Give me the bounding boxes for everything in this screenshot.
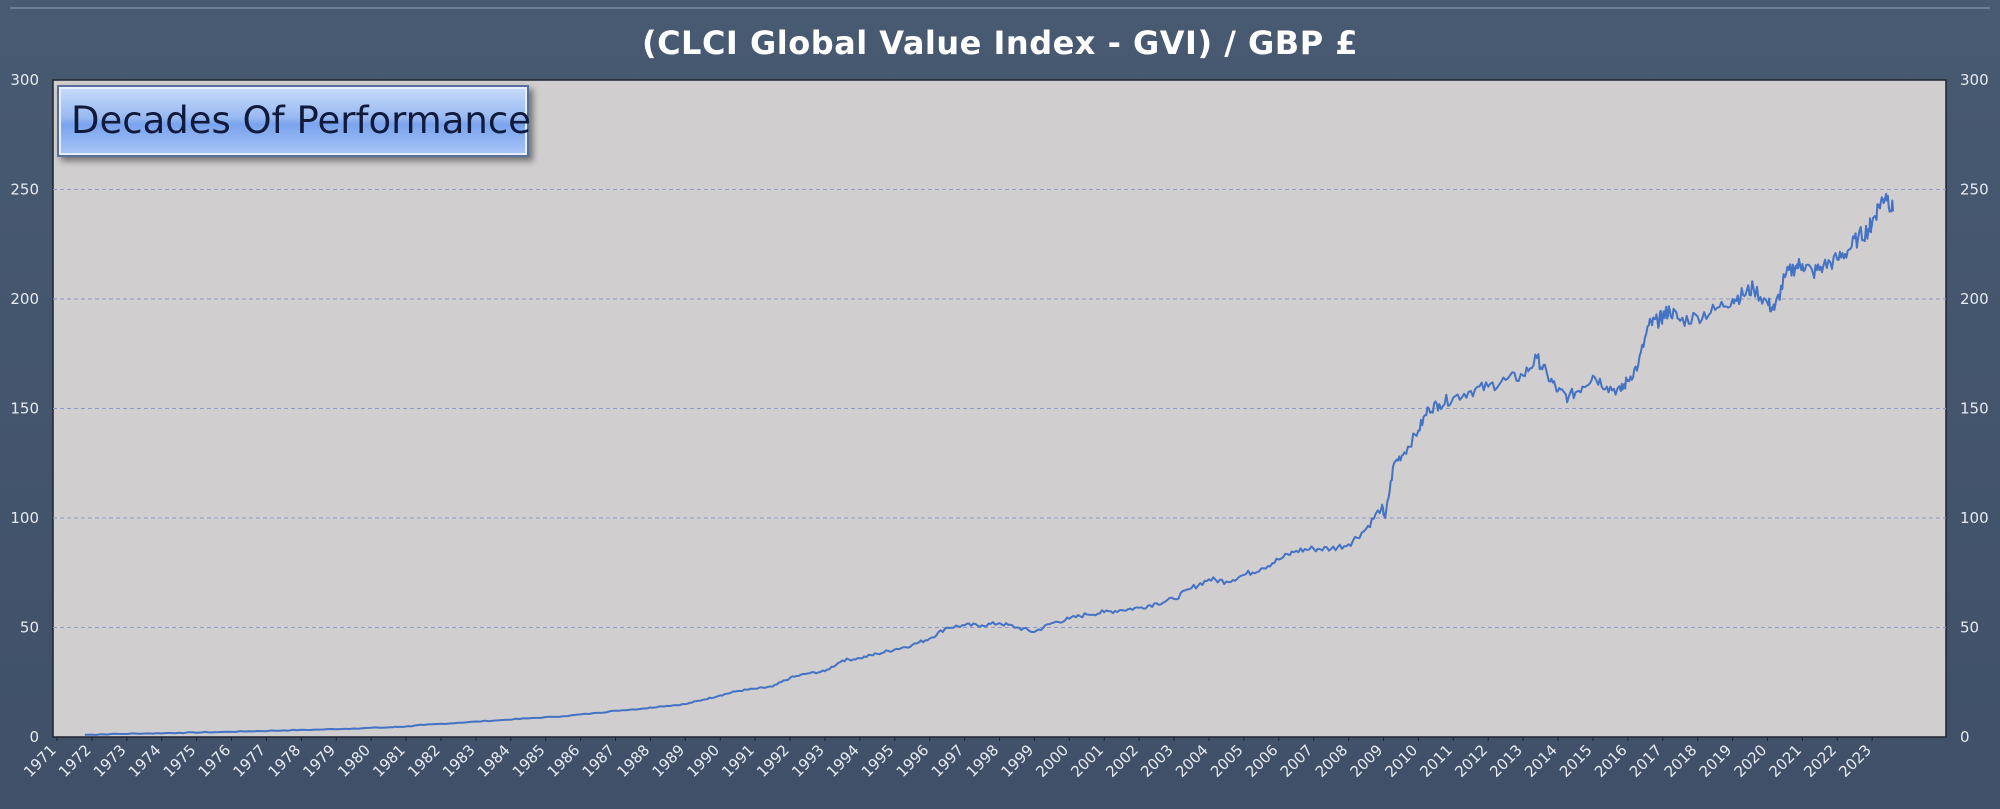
x-tick-2019: 2019 bbox=[1696, 741, 1736, 781]
x-tick-1999: 1999 bbox=[998, 741, 1038, 781]
annotation-banner: Decades Of Performance bbox=[57, 85, 531, 157]
gridlines bbox=[53, 189, 1946, 628]
x-tick-2023: 2023 bbox=[1835, 741, 1875, 781]
y-tick-right-250: 250 bbox=[1960, 181, 1989, 199]
y-tick-left-250: 250 bbox=[10, 181, 39, 199]
y-tick-left-300: 300 bbox=[10, 71, 39, 89]
annotation-text: Decades Of Performance bbox=[71, 99, 531, 142]
x-tick-1984: 1984 bbox=[474, 741, 514, 781]
x-tick-1972: 1972 bbox=[55, 741, 95, 781]
y-tick-right-150: 150 bbox=[1960, 400, 1989, 418]
x-tick-1973: 1973 bbox=[90, 741, 130, 781]
y-axis-right: 0 50 100 150 200 250 300 bbox=[1960, 71, 1989, 746]
x-tick-1982: 1982 bbox=[404, 741, 444, 781]
x-tick-2000: 2000 bbox=[1032, 741, 1072, 781]
x-tick-2003: 2003 bbox=[1137, 741, 1177, 781]
x-tick-2021: 2021 bbox=[1765, 741, 1805, 781]
x-tick-2016: 2016 bbox=[1591, 741, 1631, 781]
y-tick-right-100: 100 bbox=[1960, 509, 1989, 527]
x-tick-1989: 1989 bbox=[648, 741, 688, 781]
x-tick-2009: 2009 bbox=[1347, 741, 1387, 781]
x-tick-1988: 1988 bbox=[614, 741, 654, 781]
x-tick-2010: 2010 bbox=[1381, 741, 1421, 781]
x-tick-1995: 1995 bbox=[858, 741, 898, 781]
x-tick-2013: 2013 bbox=[1486, 741, 1526, 781]
y-tick-left-200: 200 bbox=[10, 290, 39, 308]
x-tick-2022: 2022 bbox=[1800, 741, 1840, 781]
x-tick-2011: 2011 bbox=[1416, 741, 1456, 781]
x-axis: 1971197219731974197519761977197819791980… bbox=[20, 737, 1875, 781]
y-tick-right-300: 300 bbox=[1960, 71, 1989, 89]
x-tick-2006: 2006 bbox=[1242, 741, 1282, 781]
x-tick-2017: 2017 bbox=[1626, 741, 1666, 781]
x-tick-2007: 2007 bbox=[1277, 741, 1317, 781]
x-tick-1974: 1974 bbox=[125, 741, 165, 781]
y-tick-right-0: 0 bbox=[1960, 728, 1970, 746]
x-tick-1994: 1994 bbox=[823, 741, 863, 781]
y-tick-left-150: 150 bbox=[10, 400, 39, 418]
y-tick-left-100: 100 bbox=[10, 509, 39, 527]
x-tick-1976: 1976 bbox=[195, 741, 235, 781]
x-tick-2002: 2002 bbox=[1102, 741, 1142, 781]
x-tick-1975: 1975 bbox=[160, 741, 200, 781]
x-tick-2005: 2005 bbox=[1207, 741, 1247, 781]
x-tick-2020: 2020 bbox=[1731, 741, 1771, 781]
y-tick-left-0: 0 bbox=[29, 728, 39, 746]
x-tick-2014: 2014 bbox=[1521, 741, 1561, 781]
x-tick-2018: 2018 bbox=[1661, 741, 1701, 781]
y-tick-left-50: 50 bbox=[20, 619, 39, 637]
x-tick-1991: 1991 bbox=[718, 741, 758, 781]
x-tick-2004: 2004 bbox=[1172, 741, 1212, 781]
y-axis-left: 0 50 100 150 200 250 300 bbox=[10, 71, 39, 746]
x-tick-1998: 1998 bbox=[963, 741, 1003, 781]
top-divider bbox=[10, 7, 1990, 9]
x-tick-1987: 1987 bbox=[579, 741, 619, 781]
x-tick-1993: 1993 bbox=[788, 741, 828, 781]
x-tick-1980: 1980 bbox=[334, 741, 374, 781]
chart-title: (CLCI Global Value Index - GVI) / GBP £ bbox=[641, 24, 1359, 62]
x-tick-1990: 1990 bbox=[683, 741, 723, 781]
y-tick-right-50: 50 bbox=[1960, 619, 1979, 637]
x-tick-1977: 1977 bbox=[230, 741, 270, 781]
x-tick-2015: 2015 bbox=[1556, 741, 1596, 781]
x-tick-1983: 1983 bbox=[439, 741, 479, 781]
x-tick-2008: 2008 bbox=[1312, 741, 1352, 781]
x-tick-1978: 1978 bbox=[264, 741, 304, 781]
x-tick-1997: 1997 bbox=[928, 741, 968, 781]
x-tick-1985: 1985 bbox=[509, 741, 549, 781]
x-tick-2012: 2012 bbox=[1451, 741, 1491, 781]
x-tick-2001: 2001 bbox=[1067, 741, 1107, 781]
x-tick-1986: 1986 bbox=[544, 741, 584, 781]
x-tick-1981: 1981 bbox=[369, 741, 409, 781]
x-tick-1992: 1992 bbox=[753, 741, 793, 781]
y-tick-right-200: 200 bbox=[1960, 290, 1989, 308]
series-layer bbox=[84, 192, 1895, 736]
x-tick-1971: 1971 bbox=[20, 741, 60, 781]
series-line-0 bbox=[84, 192, 1895, 736]
x-tick-1996: 1996 bbox=[893, 741, 933, 781]
x-tick-1979: 1979 bbox=[299, 741, 339, 781]
